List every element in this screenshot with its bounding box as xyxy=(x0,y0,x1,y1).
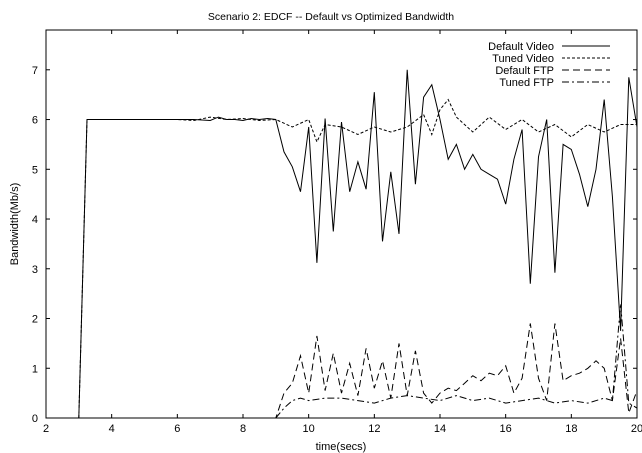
y-tick-label: 6 xyxy=(32,115,38,127)
y-axis-label: Bandwidth(Mb/s) xyxy=(9,183,21,266)
y-tick-label: 2 xyxy=(32,314,38,326)
series-line-default-ftp xyxy=(272,323,638,419)
legend-label-tuned-ftp: Tuned FTP xyxy=(499,77,554,89)
series-line-tuned-video xyxy=(78,98,637,419)
x-tick-label: 8 xyxy=(240,423,246,435)
x-tick-label: 14 xyxy=(434,423,446,435)
y-tick-label: 3 xyxy=(32,264,38,276)
y-tick-label: 4 xyxy=(32,214,38,226)
x-tick-label: 10 xyxy=(303,423,315,435)
series-line-tuned-ftp xyxy=(275,303,638,419)
legend-label-default-video: Default Video xyxy=(488,41,554,53)
x-axis-label: time(secs) xyxy=(316,441,367,453)
x-tick-label: 16 xyxy=(500,423,512,435)
legend-label-tuned-video: Tuned Video xyxy=(492,53,554,65)
chart-title: Scenario 2: EDCF -- Default vs Optimized… xyxy=(208,11,454,23)
x-tick-label: 18 xyxy=(565,423,577,435)
y-tick-label: 1 xyxy=(32,363,38,375)
x-tick-label: 12 xyxy=(368,423,380,435)
plot-frame xyxy=(45,29,638,419)
legend-label-default-ftp: Default FTP xyxy=(495,65,554,77)
y-tick-label: 7 xyxy=(32,65,38,77)
series-line-default-video xyxy=(78,69,638,419)
x-tick-label: 20 xyxy=(631,423,642,435)
y-tick-label: 5 xyxy=(32,164,38,176)
y-tick-label: 0 xyxy=(32,413,38,425)
x-tick-label: 2 xyxy=(43,423,49,435)
x-tick-label: 4 xyxy=(109,423,115,435)
series-layer xyxy=(78,69,638,419)
x-tick-label: 6 xyxy=(174,423,180,435)
